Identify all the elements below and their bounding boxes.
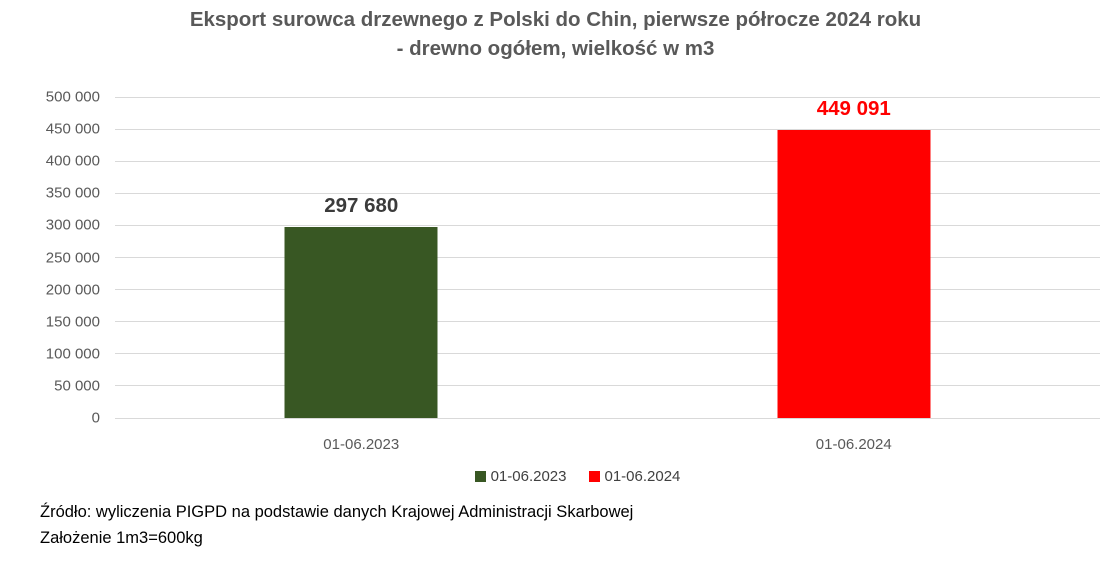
y-tick-label: 50 000 [54,377,100,395]
gridline [115,417,1100,419]
legend-swatch [588,471,600,482]
legend-label: 01-06.2023 [490,468,567,485]
y-tick-label: 300 000 [45,216,100,234]
gridline [115,224,1100,226]
legend: 01-06.2023 01-06.2024 [85,468,1070,485]
gridline [115,257,1100,258]
gridline [115,385,1100,387]
y-tick-label: 150 000 [45,313,100,331]
y-tick-label: 350 000 [45,184,100,202]
x-tick-label: 01-06.2024 [815,436,892,453]
gridline [115,128,1100,130]
gridline [115,160,1100,162]
gridline [115,353,1100,355]
legend-item: 01-06.2024 [588,468,681,485]
y-tick-label: 0 [91,409,100,427]
y-tick-label: 100 000 [45,345,100,363]
y-tick-label: 450 000 [45,120,100,138]
chart-title-line2: - drewno ogółem, wielkość w m3 [396,37,715,60]
gridline [115,96,1100,98]
legend-label: 01-06.2024 [604,468,681,485]
legend-swatch [474,471,486,482]
y-tick-label: 250 000 [45,249,100,266]
assumption-line: Założenie 1m3=600kg [40,529,203,547]
y-tick-label: 500 000 [45,88,100,106]
bar-value-label: 449 091 [816,96,891,120]
y-axis: 500 000 450 000 400 000 350 000 300 000 250 0… [0,89,100,427]
x-tick-label: 01-06.2023 [323,436,400,453]
gridline [115,289,1100,291]
gridline [115,192,1100,194]
x-axis: 01-06.2023 01-06.2024 [115,436,1100,456]
chart-title-line1: Eksport surowca drzewnego z Polski do Ch… [189,8,922,31]
plot-area: 297 680 449 091 [115,96,1100,419]
bar-value-label: 297 680 [324,193,399,217]
y-tick-label: 200 000 [45,281,100,299]
source-line: Źródło: wyliczenia PIGPD na podstawie da… [40,503,634,521]
bar-01-06.2024 [777,129,931,418]
bar-01-06.2023 [284,226,438,418]
legend-item: 01-06.2023 [474,468,567,485]
chart-title: Eksport surowca drzewnego z Polski do Ch… [0,5,1111,63]
y-tick-label: 400 000 [45,152,100,170]
gridline [115,321,1100,323]
source-note: Źródło: wyliczenia PIGPD na podstawie da… [40,499,633,551]
